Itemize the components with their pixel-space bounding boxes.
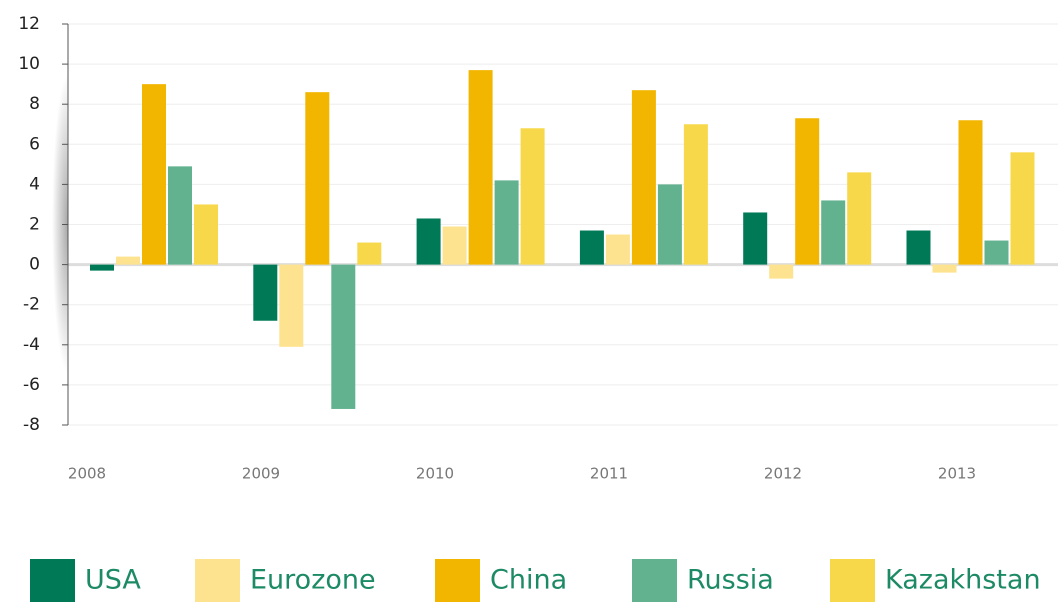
bar (605, 234, 630, 265)
y-tick-label: 10 (18, 54, 40, 74)
bar (90, 264, 114, 271)
bar (468, 70, 493, 265)
y-tick-label: 0 (29, 255, 40, 275)
bar (847, 172, 872, 265)
x-tick-label: 2009 (242, 465, 280, 483)
y-tick-label: -4 (23, 335, 40, 355)
y-tick-label: 12 (18, 14, 40, 34)
legend-swatch (632, 559, 677, 602)
bar (743, 212, 768, 265)
bar (984, 240, 1009, 265)
y-tick-label: -8 (23, 415, 40, 435)
bar (958, 120, 983, 265)
legend-label: Kazakhstan (885, 565, 1041, 596)
bar (442, 226, 467, 265)
shadow-mask (68, 20, 88, 440)
bar (194, 204, 218, 265)
bar (305, 92, 330, 265)
legend-label: China (490, 565, 567, 596)
bar (142, 84, 166, 265)
x-tick-label: 2011 (590, 465, 628, 483)
bar (683, 124, 708, 265)
legend-label: USA (85, 565, 141, 596)
legend-swatch (30, 559, 75, 602)
legend-label: Russia (687, 565, 774, 596)
bar (279, 264, 304, 347)
y-tick-label: 8 (29, 94, 40, 114)
bar (579, 230, 604, 265)
legend-label: Eurozone (250, 565, 376, 596)
bar (657, 184, 682, 265)
x-tick-label: 2013 (938, 465, 976, 483)
bar (821, 200, 846, 265)
x-tick-label: 2012 (764, 465, 802, 483)
y-tick-label: -2 (23, 295, 40, 315)
legend-swatch (195, 559, 240, 602)
bar (116, 256, 140, 265)
y-tick-label: 6 (29, 134, 40, 154)
bar (416, 218, 441, 265)
bar (1010, 152, 1035, 265)
x-tick-label: 2008 (68, 465, 106, 483)
legend-swatch (830, 559, 875, 602)
bar (795, 118, 820, 265)
bar (253, 264, 278, 321)
y-tick-label: -6 (23, 375, 40, 395)
bar (494, 180, 519, 265)
bar (331, 264, 356, 409)
bar (168, 166, 192, 265)
bar (906, 230, 931, 265)
bar (520, 128, 545, 265)
legend-swatch (435, 559, 480, 602)
x-tick-label: 2010 (416, 465, 454, 483)
bar (769, 264, 794, 279)
y-tick-label: 4 (29, 174, 40, 194)
bar (357, 242, 382, 265)
bar (631, 90, 656, 265)
y-tick-label: 2 (29, 215, 40, 235)
bar (932, 264, 957, 273)
